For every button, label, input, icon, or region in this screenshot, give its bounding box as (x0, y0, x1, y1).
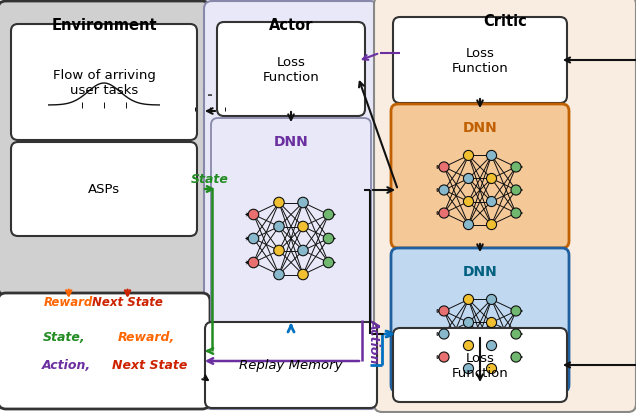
Circle shape (273, 222, 284, 232)
Text: Next State: Next State (113, 358, 188, 372)
Text: ASPs: ASPs (88, 183, 120, 196)
Circle shape (298, 270, 308, 280)
Circle shape (511, 209, 521, 218)
Circle shape (439, 209, 449, 218)
FancyBboxPatch shape (204, 2, 378, 409)
Text: Environment: Environment (51, 19, 157, 33)
Circle shape (464, 197, 474, 207)
Text: State,: State, (43, 331, 85, 344)
Text: DNN: DNN (462, 264, 497, 278)
Text: Reward,: Reward, (118, 331, 175, 344)
FancyBboxPatch shape (211, 119, 371, 327)
Text: Critic: Critic (483, 14, 527, 28)
Circle shape (464, 220, 474, 230)
Circle shape (273, 270, 284, 280)
FancyBboxPatch shape (11, 142, 197, 236)
Text: Flow of arriving
user tasks: Flow of arriving user tasks (53, 69, 155, 97)
FancyBboxPatch shape (391, 248, 569, 392)
Circle shape (439, 352, 449, 362)
Circle shape (439, 306, 449, 316)
Circle shape (487, 197, 497, 207)
Circle shape (511, 352, 521, 362)
Circle shape (439, 163, 449, 173)
Circle shape (439, 185, 449, 196)
FancyBboxPatch shape (393, 18, 567, 104)
Circle shape (487, 295, 497, 305)
Circle shape (273, 246, 284, 256)
Circle shape (298, 246, 308, 256)
Text: Action,: Action, (41, 358, 90, 372)
Text: Actor: Actor (269, 19, 313, 33)
FancyBboxPatch shape (374, 0, 636, 412)
FancyBboxPatch shape (205, 322, 377, 408)
Circle shape (298, 222, 308, 232)
Text: DNN: DNN (462, 121, 497, 135)
Circle shape (464, 295, 474, 305)
FancyBboxPatch shape (0, 2, 210, 295)
Circle shape (323, 258, 334, 268)
Circle shape (464, 363, 474, 374)
Circle shape (298, 198, 308, 208)
Text: Action: Action (368, 318, 380, 363)
Circle shape (464, 341, 474, 351)
Circle shape (487, 363, 497, 374)
Text: State: State (191, 173, 229, 186)
Text: Loss
Function: Loss Function (452, 47, 508, 75)
Circle shape (273, 198, 284, 208)
FancyBboxPatch shape (217, 23, 365, 117)
FancyBboxPatch shape (393, 328, 567, 402)
Circle shape (487, 151, 497, 161)
Circle shape (487, 318, 497, 328)
Text: Loss
Function: Loss Function (452, 351, 508, 379)
Text: Next State: Next State (92, 295, 163, 308)
Circle shape (464, 318, 474, 328)
Circle shape (248, 234, 259, 244)
Circle shape (487, 341, 497, 351)
FancyBboxPatch shape (391, 105, 569, 248)
Circle shape (511, 306, 521, 316)
Circle shape (248, 210, 259, 220)
Circle shape (511, 185, 521, 196)
Circle shape (323, 234, 334, 244)
Text: DNN: DNN (273, 135, 308, 149)
Circle shape (439, 329, 449, 339)
FancyBboxPatch shape (0, 293, 210, 409)
Circle shape (511, 329, 521, 339)
Circle shape (248, 258, 259, 268)
Text: Replay Memory: Replay Memory (239, 358, 343, 372)
FancyBboxPatch shape (11, 25, 197, 141)
Circle shape (464, 151, 474, 161)
Circle shape (323, 210, 334, 220)
Circle shape (487, 174, 497, 184)
Text: Loss
Function: Loss Function (263, 56, 319, 84)
Circle shape (511, 163, 521, 173)
Circle shape (487, 220, 497, 230)
Circle shape (464, 174, 474, 184)
Text: Reward: Reward (44, 295, 93, 308)
